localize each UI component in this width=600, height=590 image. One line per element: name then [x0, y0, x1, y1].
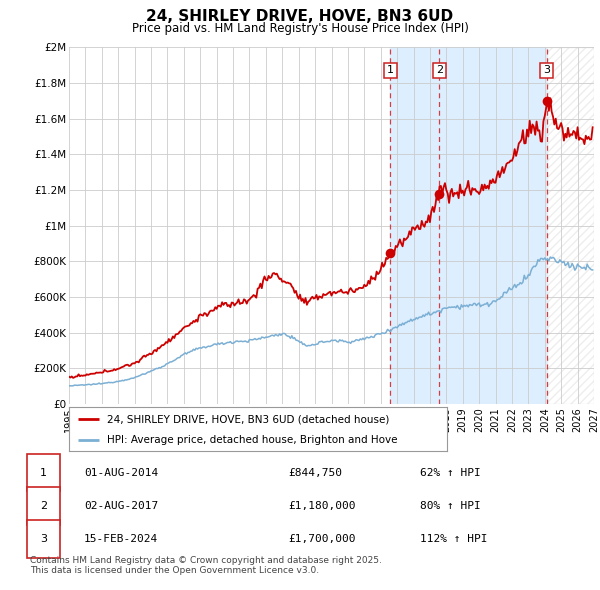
Text: Price paid vs. HM Land Registry's House Price Index (HPI): Price paid vs. HM Land Registry's House … [131, 22, 469, 35]
Text: 80% ↑ HPI: 80% ↑ HPI [420, 501, 481, 511]
Text: 1: 1 [387, 65, 394, 76]
Text: 3: 3 [543, 65, 550, 76]
Text: 112% ↑ HPI: 112% ↑ HPI [420, 534, 487, 544]
Text: 24, SHIRLEY DRIVE, HOVE, BN3 6UD (detached house): 24, SHIRLEY DRIVE, HOVE, BN3 6UD (detach… [107, 415, 389, 424]
Text: £844,750: £844,750 [288, 468, 342, 478]
Text: 15-FEB-2024: 15-FEB-2024 [84, 534, 158, 544]
Text: 1: 1 [40, 468, 47, 478]
Bar [390, 47, 439, 404]
Text: 24, SHIRLEY DRIVE, HOVE, BN3 6UD: 24, SHIRLEY DRIVE, HOVE, BN3 6UD [146, 9, 454, 24]
Bar [547, 47, 594, 404]
Text: £1,180,000: £1,180,000 [288, 501, 355, 511]
Text: 01-AUG-2014: 01-AUG-2014 [84, 468, 158, 478]
Text: HPI: Average price, detached house, Brighton and Hove: HPI: Average price, detached house, Brig… [107, 435, 397, 445]
Bar [547, 47, 594, 404]
Text: Contains HM Land Registry data © Crown copyright and database right 2025.
This d: Contains HM Land Registry data © Crown c… [30, 556, 382, 575]
Text: 62% ↑ HPI: 62% ↑ HPI [420, 468, 481, 478]
Text: 2: 2 [40, 501, 47, 511]
Bar [439, 47, 547, 404]
Text: 02-AUG-2017: 02-AUG-2017 [84, 501, 158, 511]
Text: £1,700,000: £1,700,000 [288, 534, 355, 544]
Text: 3: 3 [40, 534, 47, 544]
Text: 2: 2 [436, 65, 443, 76]
